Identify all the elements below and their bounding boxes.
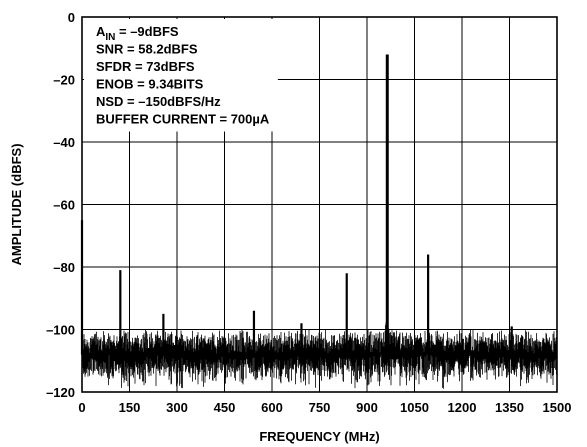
y-tick-label: –120 [46,385,75,400]
x-tick-label: 0 [78,400,85,415]
x-tick-label: 750 [309,400,331,415]
y-tick-labels: 0 –20 –40 –60 –80 –100 –120 [46,10,75,400]
annotation-box [84,19,278,132]
x-tick-label: 1500 [543,400,572,415]
annotation-line: NSD = –150dBFS/Hz [96,94,221,109]
x-tick-label: 450 [214,400,236,415]
annotation-line: AIN = –9dBFS [96,24,179,43]
y-tick-label: –100 [46,323,75,338]
y-tick-label: 0 [68,10,75,25]
plot-frame [81,16,558,393]
annotation-line: BUFFER CURRENT = 700µA [96,112,270,127]
annotation-line: SFDR = 73dBFS [96,59,195,74]
annotation-line: SNR = 58.2dBFS [96,42,198,57]
x-tick-label: 1350 [495,400,524,415]
x-tick-label: 600 [261,400,283,415]
annotation-line: ENOB = 9.34BITS [96,77,204,92]
x-axis-label: FREQUENCY (MHz) [259,429,379,444]
x-tick-labels: 0 150 300 450 600 750 900 1050 1200 1350 1500 [78,400,571,415]
y-axis-label: AMPLITUDE (dBFS) [9,143,24,265]
x-tick-label: 150 [119,400,141,415]
x-tick-label: 1050 [400,400,429,415]
y-tick-label: –20 [53,73,75,88]
y-tick-label: –40 [53,135,75,150]
y-tick-label: –80 [53,260,75,275]
x-tick-label: 1200 [448,400,477,415]
x-tick-label: 300 [166,400,188,415]
x-tick-label: 900 [356,400,378,415]
y-tick-label: –60 [53,198,75,213]
